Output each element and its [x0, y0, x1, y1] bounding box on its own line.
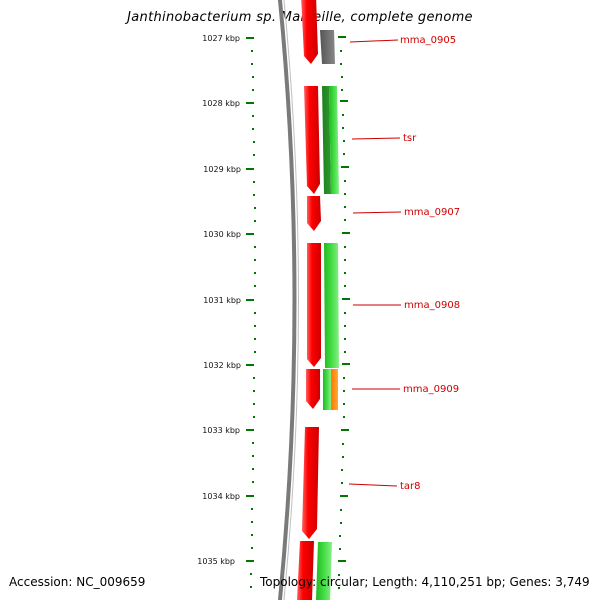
cds-arrow [307, 196, 321, 231]
hit-segment [316, 542, 332, 600]
tick-label: 1033 kbp [202, 426, 240, 435]
gene-labels: mma_0905 tsr mma_0907 mma_0908 mma_0909 … [400, 35, 460, 492]
ruler-right [338, 36, 350, 589]
tick-label: 1034 kbp [202, 492, 240, 501]
cds-arrow [301, 0, 318, 64]
tick-label: 1030 kbp [203, 230, 241, 239]
ruler-labels: 1027 kbp 1028 kbp 1029 kbp 1030 kbp 1031… [197, 34, 241, 566]
gene-label[interactable]: tar8 [400, 481, 421, 492]
gene-label[interactable]: mma_0908 [404, 300, 460, 311]
tick-label: 1027 kbp [202, 34, 240, 43]
gene-label[interactable]: mma_0905 [400, 35, 456, 46]
cds-arrow [307, 243, 321, 367]
tick-label: 1029 kbp [203, 165, 241, 174]
gene-label[interactable]: mma_0909 [403, 384, 459, 395]
cds-arrow [306, 369, 320, 409]
tick-label: 1032 kbp [203, 361, 241, 370]
cds-arrow [304, 86, 320, 194]
hit-segment [322, 86, 331, 194]
hit-segment [331, 369, 338, 410]
cds-arrow [302, 427, 319, 539]
hit-segment [320, 30, 335, 64]
label-leaders [348, 39, 402, 487]
genome-backbone [277, 0, 297, 600]
map-title: Janthinobacterium sp. Marseille, complet… [127, 10, 473, 25]
accession-text: Accession: NC_009659 [9, 575, 146, 589]
cds-track [297, 0, 321, 600]
ruler-left [246, 37, 256, 588]
hit-segment [329, 86, 339, 194]
hit-segment [324, 243, 339, 368]
topology-text: Topology: circular; Length: 4,110,251 bp… [260, 575, 590, 589]
tick-label: 1035 kbp [197, 557, 235, 566]
hit-segment [323, 369, 331, 410]
tick-label: 1031 kbp [203, 296, 241, 305]
hit-track [316, 30, 339, 600]
cds-arrow [297, 541, 314, 600]
tick-label: 1028 kbp [202, 99, 240, 108]
gene-label[interactable]: mma_0907 [404, 207, 460, 218]
gene-label[interactable]: tsr [403, 133, 417, 144]
